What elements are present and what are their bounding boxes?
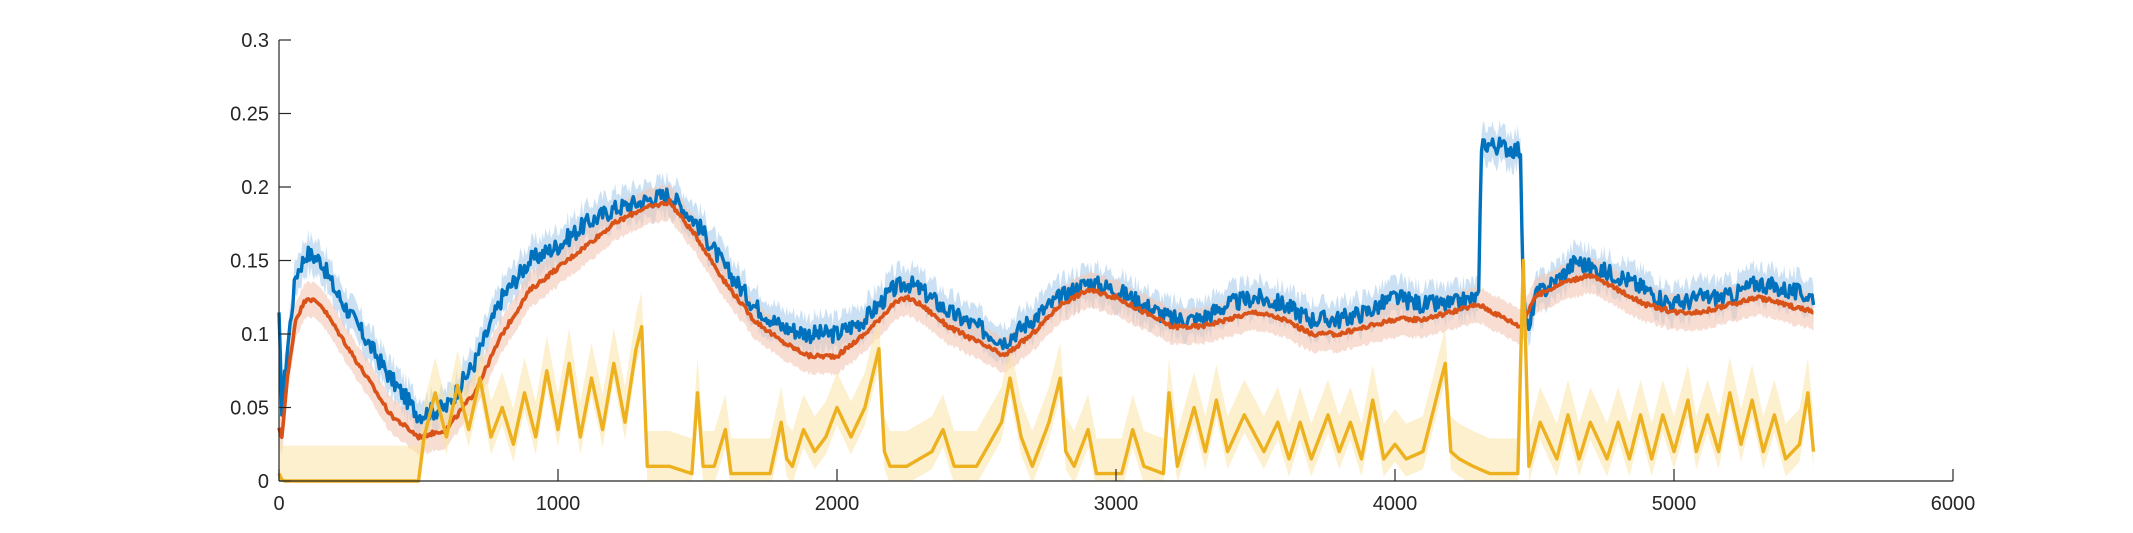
series-2-line (277, 198, 1814, 441)
y-tick-label: 0.1 (241, 324, 269, 346)
x-tick-label: 0 (273, 493, 284, 515)
series-3-band (279, 225, 1814, 481)
y-tick-label: 0.25 (230, 104, 269, 126)
y-tick-label: 0.3 (241, 30, 269, 52)
x-tick-label: 1000 (536, 493, 581, 515)
y-tick-label: 0.2 (241, 177, 269, 199)
series-1-line (277, 136, 1816, 425)
series-3-line (277, 258, 1816, 483)
x-tick-label: 3000 (1094, 493, 1139, 515)
x-tick-label: 6000 (1931, 493, 1976, 515)
axes: 0 1000 2000 3000 4000 5000 6000 0 0.05 0.1 0.15 0.2… (230, 30, 1975, 515)
y-tick-label: 0 (258, 471, 269, 493)
y-tick-label: 0.05 (230, 398, 269, 420)
y-tick-label: 0.15 (230, 251, 269, 273)
series-layer (277, 136, 1816, 483)
x-tick-label: 2000 (815, 493, 860, 515)
x-tick-label: 4000 (1373, 493, 1418, 515)
x-tick-label: 5000 (1652, 493, 1697, 515)
